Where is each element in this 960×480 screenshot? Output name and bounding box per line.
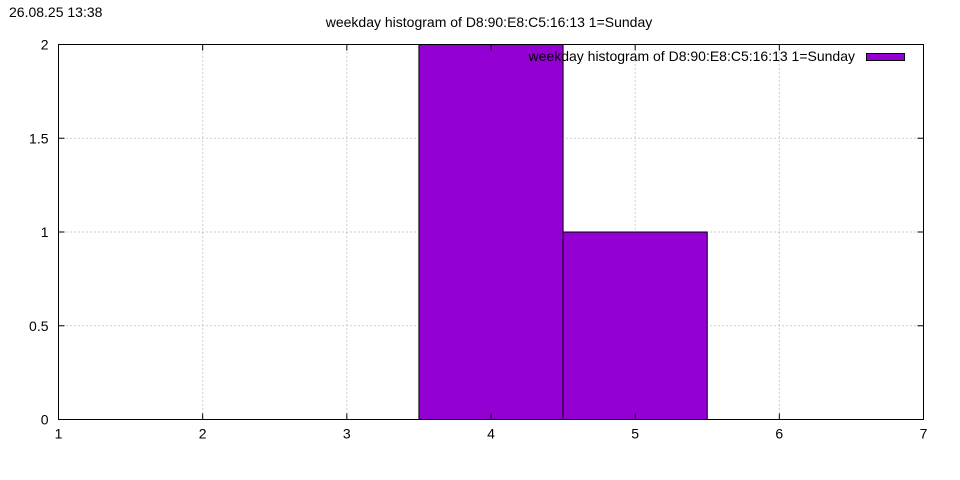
histogram-bar [562, 231, 708, 420]
y-tick-label: 0 [41, 412, 49, 428]
x-tick-label: 3 [343, 426, 351, 442]
x-tick-label: 7 [920, 426, 928, 442]
chart-title: weekday histogram of D8:90:E8:C5:16:13 1… [325, 14, 652, 30]
legend-label: weekday histogram of D8:90:E8:C5:16:13 1… [528, 48, 855, 64]
y-tick-label: 2 [41, 37, 49, 53]
legend-swatch [866, 53, 905, 61]
histogram-bar [418, 44, 564, 420]
legend: weekday histogram of D8:90:E8:C5:16:13 1… [528, 48, 905, 64]
x-tick-label: 4 [487, 426, 495, 442]
x-tick-label: 5 [631, 426, 639, 442]
axis-ticks: 1 2 3 4 5 6 7 0 0.5 1 1.5 2 [29, 37, 928, 442]
x-tick-label: 1 [55, 426, 63, 442]
timestamp: 26.08.25 13:38 [9, 4, 103, 20]
y-tick-label: 1 [41, 224, 49, 240]
x-tick-label: 6 [775, 426, 783, 442]
x-tick-label: 2 [199, 426, 207, 442]
y-tick-label: 0.5 [29, 318, 49, 334]
y-tick-label: 1.5 [29, 130, 49, 146]
bars [418, 44, 708, 420]
